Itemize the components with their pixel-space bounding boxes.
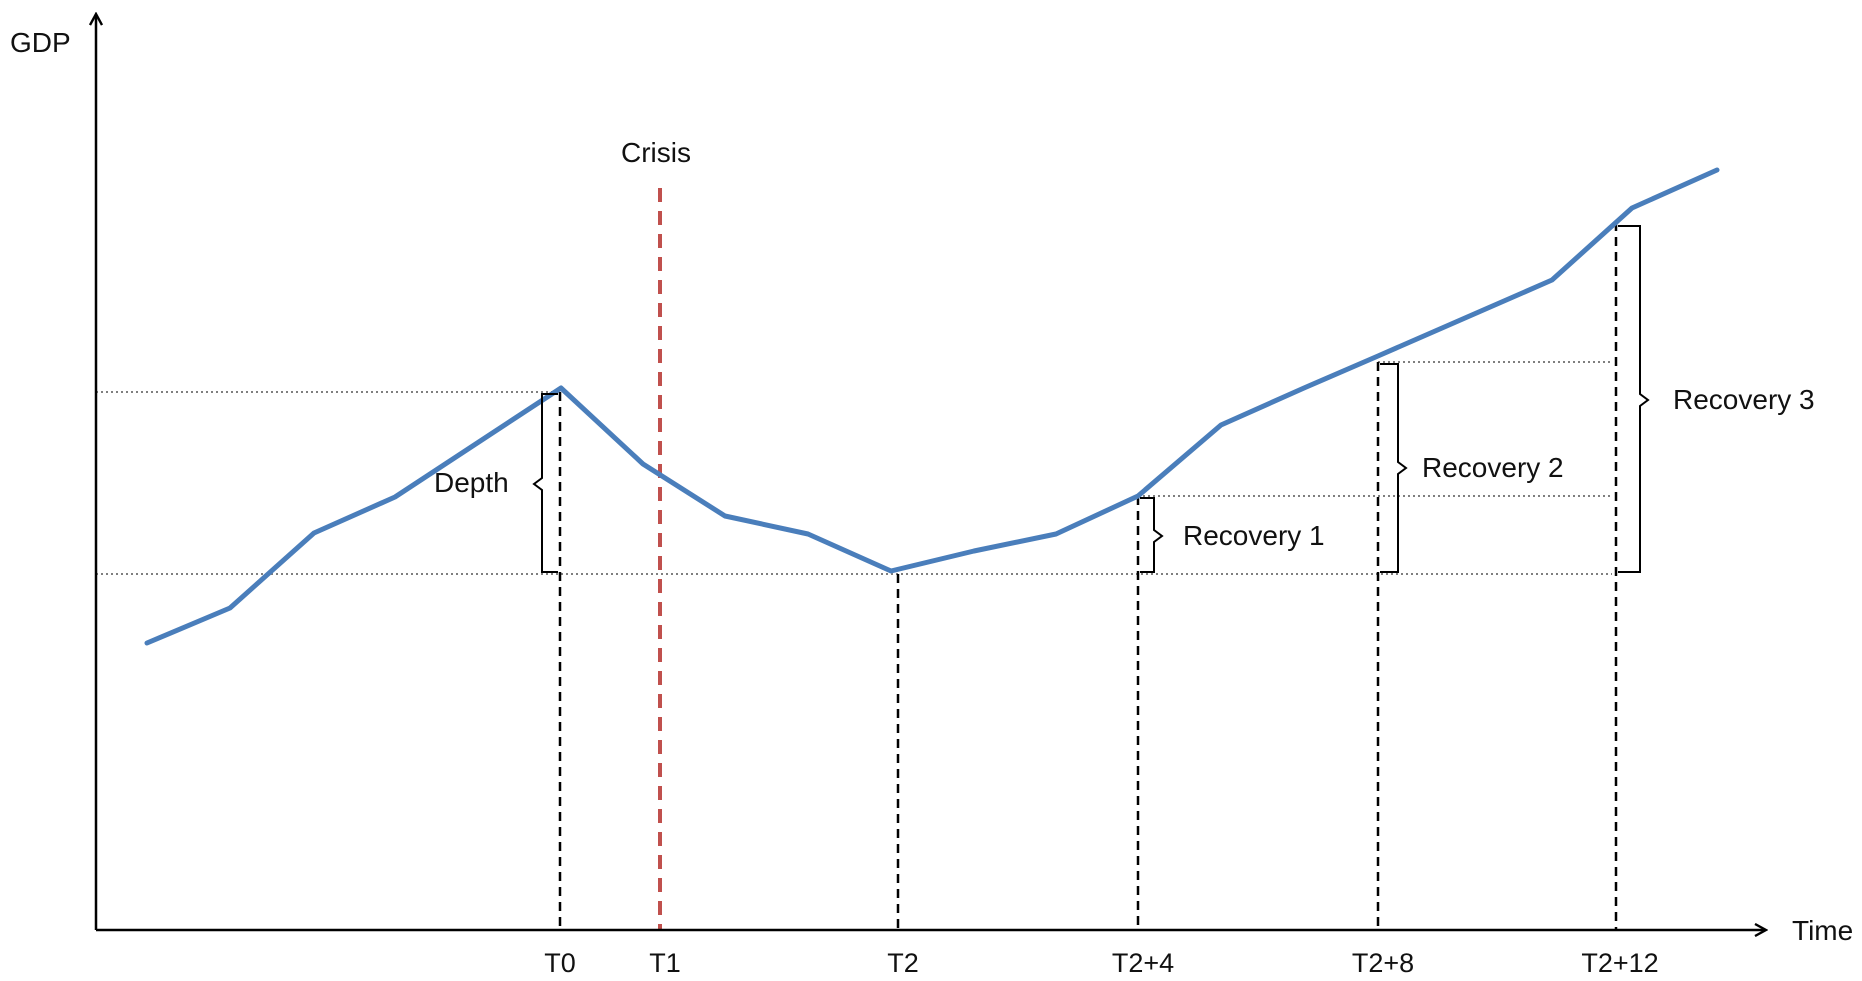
x-axis-label: Time (1792, 915, 1853, 946)
y-axis-label: GDP (10, 27, 71, 58)
tick-label-t2plus4: T2+4 (1112, 948, 1174, 978)
recovery3-brace (1618, 225, 1650, 573)
tick-label-t2: T2 (887, 948, 919, 978)
crisis-label: Crisis (621, 137, 691, 168)
tick-label-t2plus8: T2+8 (1352, 948, 1414, 978)
gdp-curve (144, 167, 1720, 646)
tick-label-t2plus12: T2+12 (1581, 948, 1658, 978)
recovery1-label: Recovery 1 (1183, 520, 1325, 551)
recovery2-brace (1380, 363, 1408, 573)
depth-label: Depth (434, 467, 509, 498)
recovery3-label: Recovery 3 (1673, 384, 1815, 415)
depth-brace (532, 393, 558, 573)
tick-label-t1: T1 (649, 948, 681, 978)
tick-label-t0: T0 (544, 948, 576, 978)
recovery1-brace (1140, 497, 1164, 573)
recovery2-label: Recovery 2 (1422, 452, 1564, 483)
